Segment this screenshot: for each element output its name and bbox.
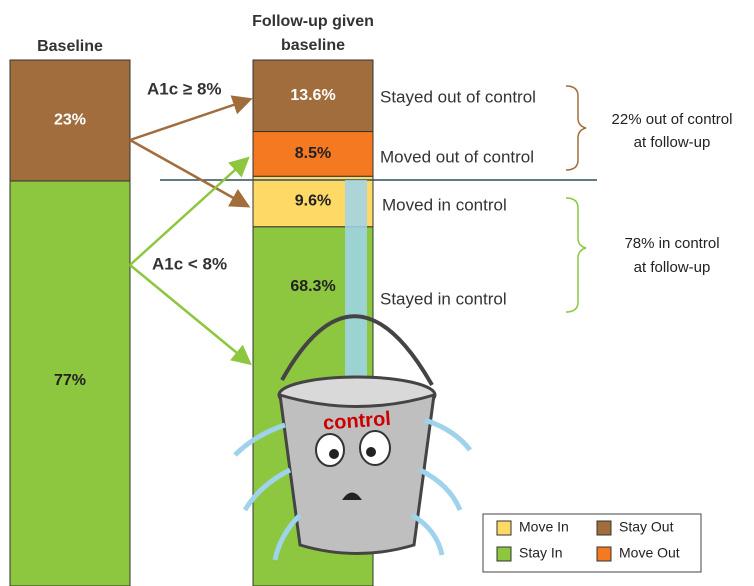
data-label: 23% <box>54 112 86 129</box>
category-label: Baseline <box>37 38 103 55</box>
brace-label: 78% in control <box>624 235 719 252</box>
legend-label: Move In <box>519 519 569 535</box>
brace <box>565 85 587 171</box>
brace-label: at follow-up <box>634 259 711 276</box>
segment-note: Moved out of control <box>380 147 534 166</box>
legend-label: Stay Out <box>619 519 674 535</box>
arrows <box>129 95 253 366</box>
legend-swatch <box>596 520 612 536</box>
data-label: 77% <box>54 372 86 389</box>
legend-swatch <box>496 520 512 536</box>
legend-label: Move Out <box>619 545 680 561</box>
bucket: control <box>233 180 472 561</box>
segment-note: Stayed in control <box>380 289 507 308</box>
legend-swatch <box>496 546 512 562</box>
category-label: Follow-up given baseline <box>252 13 374 54</box>
data-label: 68.3% <box>290 278 335 295</box>
segment-note: Moved in control <box>382 195 507 214</box>
brace <box>565 197 587 313</box>
data-label: 8.5% <box>295 145 331 162</box>
annotation-text: A1c ≥ 8% A1c < 8% Stayed out of control … <box>147 79 536 308</box>
data-label: 13.6% <box>290 87 335 104</box>
legend-label: Stay In <box>519 545 563 561</box>
brace-label: 22% out of control <box>612 111 733 128</box>
bar-segment <box>9 180 131 586</box>
bar-segment <box>9 59 131 182</box>
bar-segment <box>252 131 374 177</box>
arrow-label: A1c < 8% <box>152 254 227 273</box>
bucket-text: control <box>322 408 391 435</box>
legend <box>482 513 702 573</box>
arrow-label: A1c ≥ 8% <box>147 79 222 98</box>
bar-segment <box>252 59 374 133</box>
brace-label: at follow-up <box>634 134 711 151</box>
legend-swatch <box>596 546 612 562</box>
data-label: 9.6% <box>295 193 331 210</box>
segment-note: Stayed out of control <box>380 87 536 106</box>
